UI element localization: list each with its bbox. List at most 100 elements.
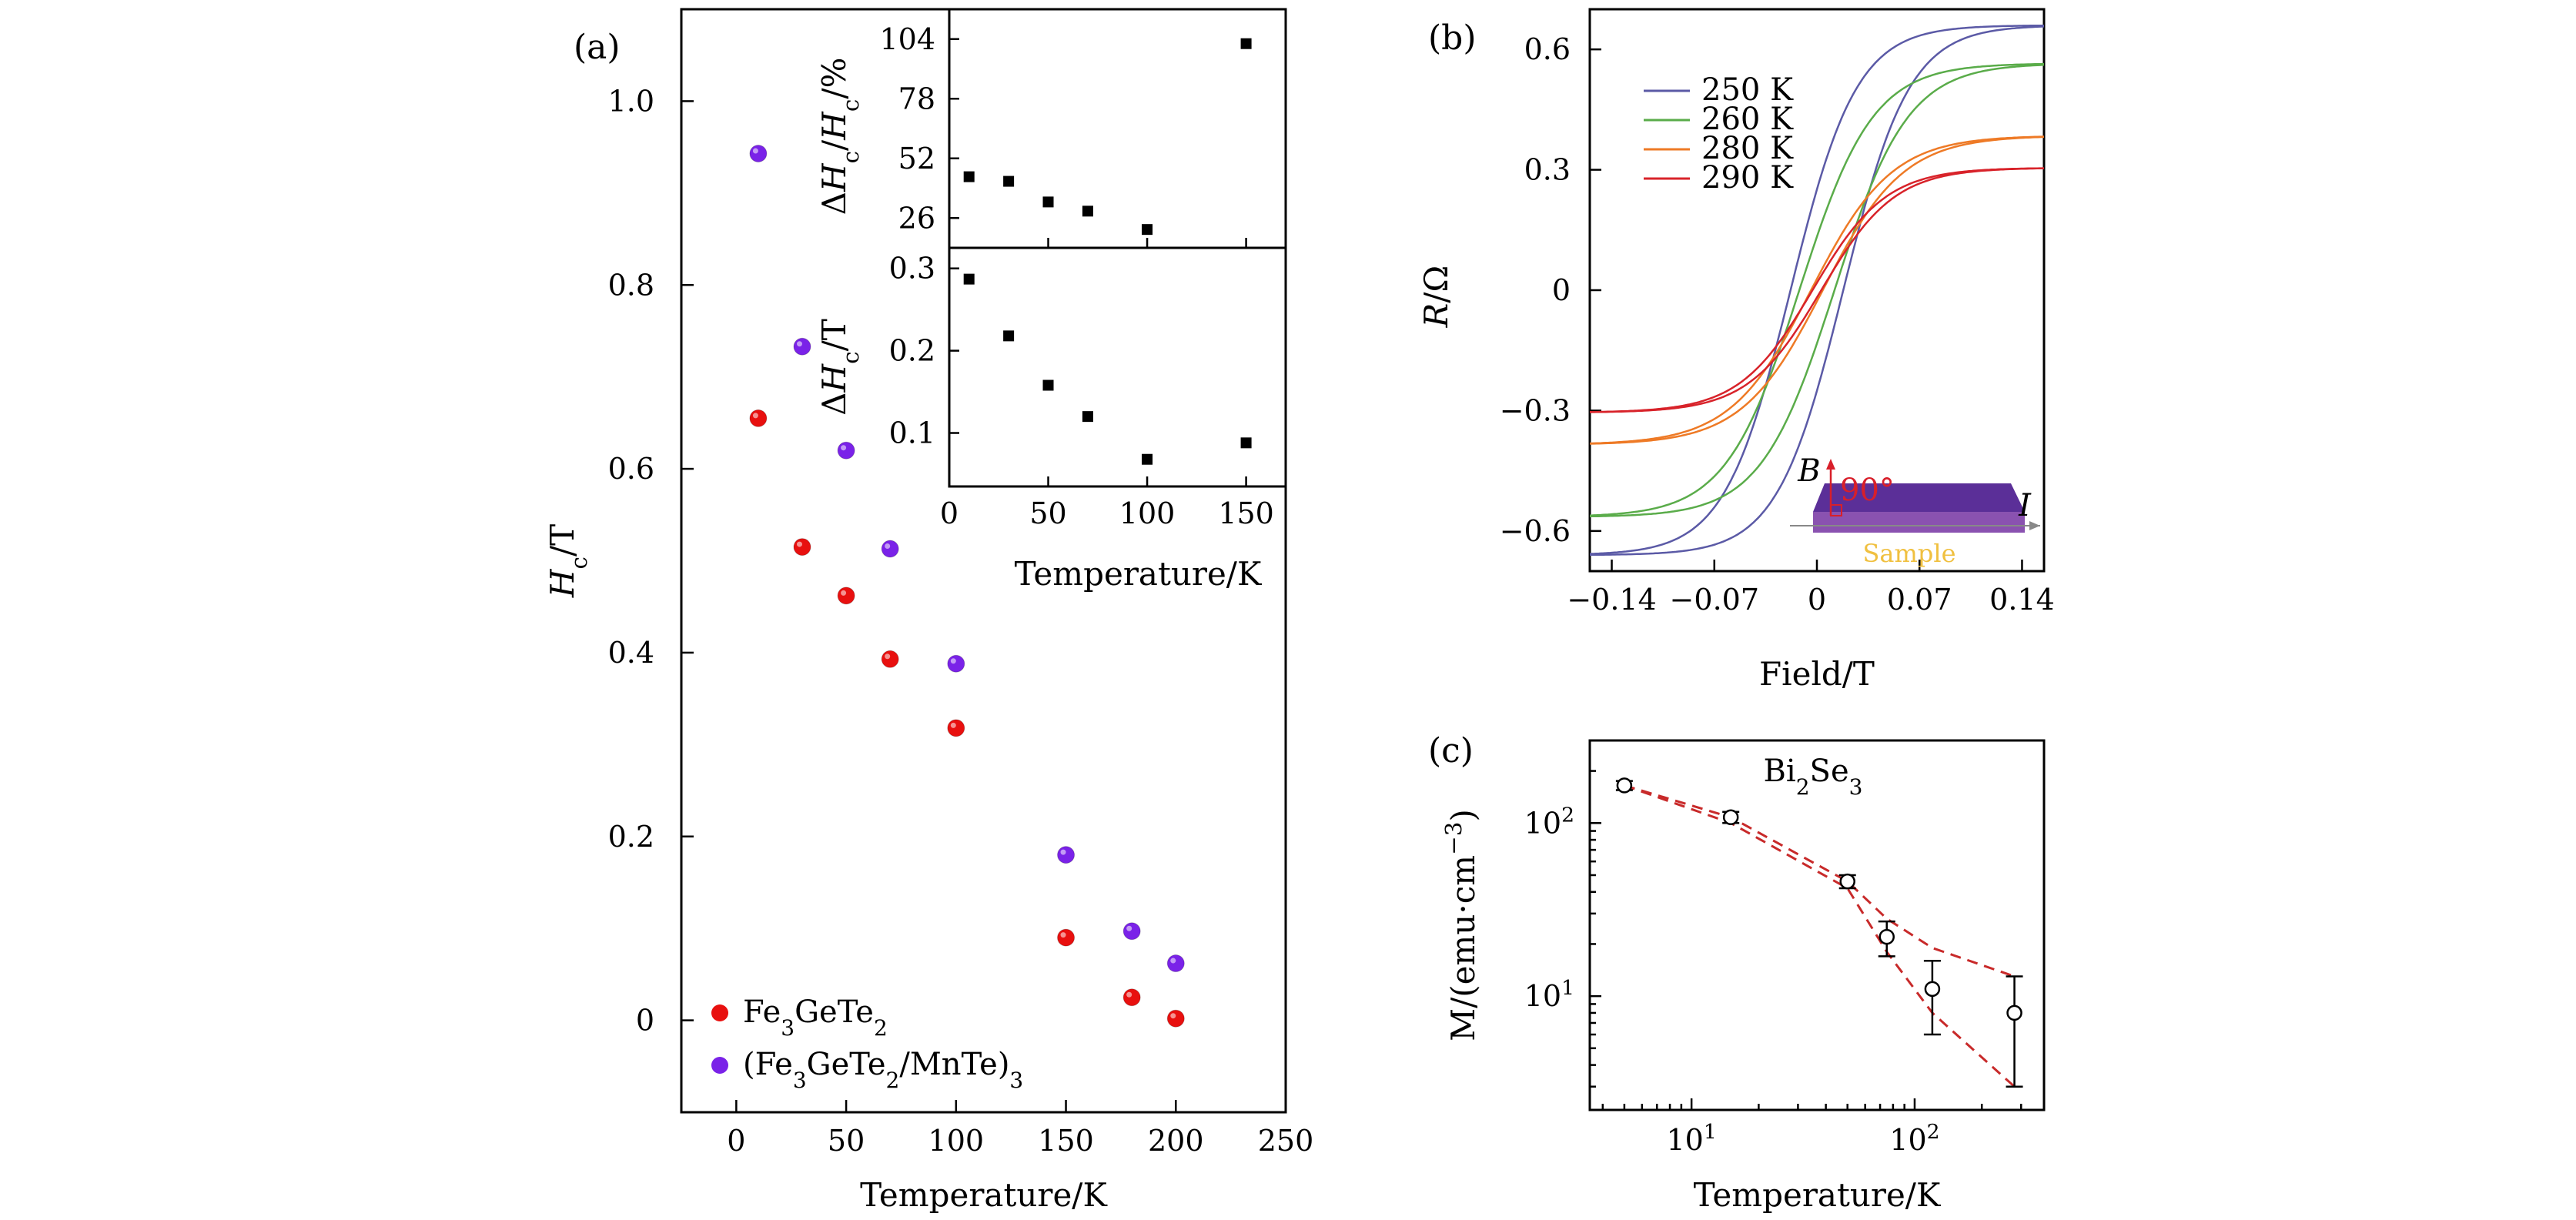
y-tick-label: 0.3 <box>889 252 935 286</box>
legend-entry: 290 K <box>1701 160 1794 196</box>
y-tick-label: 0.6 <box>608 452 654 486</box>
y-tick-label: 0.2 <box>608 820 654 854</box>
y-axis-label: M/(emu·cm−3) <box>1440 809 1482 1041</box>
data-point-highlight <box>752 148 758 154</box>
x-tick-label: 100 <box>1119 496 1176 530</box>
panel-a-inset-bottom: 0.1 0.2 0.3 0 50 100 150 ΔHc/T Temperature/K <box>815 246 1287 593</box>
panel-c-frame <box>1588 739 2046 1111</box>
y-tick-label: −0.6 <box>1500 514 1571 548</box>
inset-bottom-y-label: ΔHc/T <box>815 319 864 416</box>
y-tick-label: 101 <box>1524 976 1574 1014</box>
data-point-fe3gete2 <box>837 587 855 605</box>
series-line-260k <box>1590 62 2044 516</box>
data-point-highlight <box>1170 1013 1176 1019</box>
legend-marker <box>711 1004 728 1021</box>
series-line-260k <box>1590 64 2044 518</box>
y-tick-label: 0.2 <box>889 334 935 368</box>
x-tick-label: 0.07 <box>1887 583 1952 617</box>
data-point-fe3gete2 <box>1122 988 1141 1007</box>
series-line-290k <box>1590 167 2044 413</box>
x-axis-label: Field/T <box>1759 655 1875 693</box>
y-tick-label: 0 <box>1552 273 1571 307</box>
series-line-280k <box>1590 135 2044 445</box>
data-point <box>1839 873 1855 890</box>
data-point-highlight <box>885 543 891 549</box>
chart-title: Bi2Se3 <box>1764 754 1863 800</box>
inset-x-axis-label: Temperature/K <box>1015 555 1263 593</box>
y-tick-label: 104 <box>879 22 935 56</box>
data-point-superlattice <box>749 144 768 162</box>
data-point-highlight <box>841 590 847 596</box>
right-angle-marker <box>1830 504 1842 516</box>
fit-line <box>1624 784 2016 978</box>
data-point-square <box>1240 437 1252 449</box>
x-tick-label: −0.07 <box>1670 583 1759 617</box>
x-tick-label: 0 <box>940 496 958 530</box>
data-point <box>1878 928 1895 945</box>
data-point-superlattice <box>1122 922 1141 941</box>
y-tick-label: 0.6 <box>1524 32 1571 66</box>
y-axis-label: Hc/T <box>544 524 592 598</box>
series-line-250k <box>1590 25 2044 557</box>
current-label: I <box>2018 488 2032 523</box>
x-tick-label: 0 <box>727 1124 745 1158</box>
y-tick-label: 78 <box>898 82 935 115</box>
legend-entry: Fe3GeTe2 <box>743 994 888 1041</box>
x-tick-label: 102 <box>1889 1120 1939 1158</box>
data-point <box>2006 1004 2022 1021</box>
data-point <box>1616 777 1633 794</box>
data-point-highlight <box>1170 958 1176 964</box>
data-point-fe3gete2 <box>749 409 768 427</box>
data-point <box>1722 809 1739 826</box>
fit-line <box>1624 784 2016 1088</box>
data-point-fe3gete2 <box>793 538 811 557</box>
x-tick-label: 100 <box>928 1124 985 1158</box>
data-point-square <box>1082 411 1093 423</box>
data-point-fe3gete2 <box>947 719 965 737</box>
data-point-highlight <box>885 653 891 660</box>
data-point-square <box>1082 206 1093 217</box>
inset-top-y-label: ΔHc/Hc/% <box>815 58 864 216</box>
y-tick-label: 0.8 <box>608 268 654 302</box>
y-axis-label: R/Ω <box>1417 266 1455 329</box>
x-tick-label: 250 <box>1258 1124 1314 1158</box>
legend-entry: 280 K <box>1701 131 1794 166</box>
data-point-highlight <box>1060 932 1066 938</box>
angle-label: 90° <box>1840 473 1895 508</box>
y-tick-label: 26 <box>898 201 935 235</box>
x-tick-label: 150 <box>1038 1124 1094 1158</box>
data-point-square <box>1240 38 1252 49</box>
data-point-highlight <box>841 445 847 451</box>
data-point-square <box>1003 175 1015 187</box>
series-line-290k <box>1590 167 2044 413</box>
x-tick-label: −0.14 <box>1567 583 1656 617</box>
panel-label-a: (a) <box>574 28 621 67</box>
y-tick-label: 0.3 <box>1524 153 1571 187</box>
data-point-highlight <box>1060 849 1066 855</box>
data-point-highlight <box>950 722 956 728</box>
data-point-superlattice <box>947 654 965 673</box>
data-point-highlight <box>797 341 802 347</box>
x-tick-label: 0.14 <box>1989 583 2055 617</box>
data-point-square <box>1042 379 1054 391</box>
x-tick-label: 101 <box>1666 1120 1716 1158</box>
y-tick-label: −0.3 <box>1500 393 1571 427</box>
data-point-highlight <box>752 413 758 419</box>
sample-base <box>1813 512 2025 533</box>
data-point-fe3gete2 <box>1057 928 1076 947</box>
data-point-square <box>1042 196 1054 208</box>
data-point-superlattice <box>1057 846 1076 864</box>
series-line-250k <box>1590 24 2044 555</box>
data-point-superlattice <box>881 540 899 558</box>
field-arrow-icon <box>1826 459 1835 470</box>
x-tick-label: 150 <box>1218 496 1274 530</box>
panel-c: 101 102 101 102 Temperature/K M/(emu·cm−3) Bi2… <box>1440 739 2046 1214</box>
x-tick-label: 200 <box>1148 1124 1204 1158</box>
panel-label-b: (b) <box>1428 18 1477 58</box>
legend-entry: (Fe3GeTe2/MnTe)3 <box>743 1047 1023 1093</box>
y-tick-label: 102 <box>1524 803 1574 841</box>
y-tick-label: 1.0 <box>608 84 654 118</box>
panel-b: −0.14 −0.07 0 0.07 0.14 −0.6 −0.3 0 0.3 0.6 Field/… <box>1417 8 2055 693</box>
y-tick-label: 52 <box>898 142 935 175</box>
